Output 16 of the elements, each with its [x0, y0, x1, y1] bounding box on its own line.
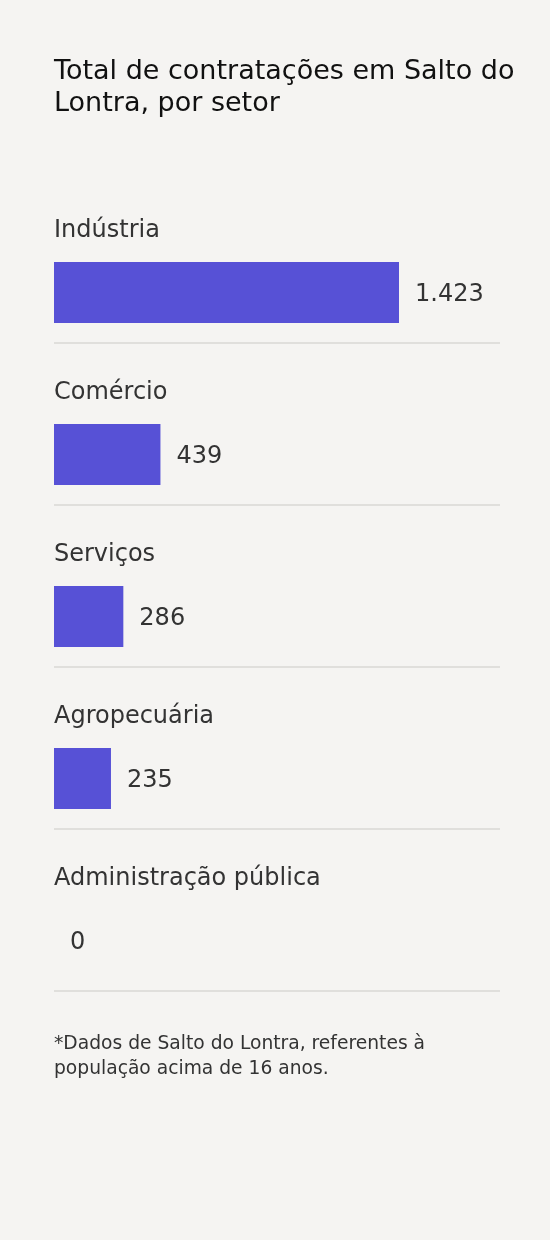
data-label: 439 [176, 440, 223, 469]
bar [54, 586, 124, 647]
data-label: 1.423 [415, 278, 484, 307]
data-label: 235 [126, 764, 173, 793]
bar [54, 424, 161, 485]
y-tick-label: Serviços [54, 539, 156, 567]
y-tick-label: Indústria [54, 215, 160, 243]
data-label: 0 [70, 926, 86, 955]
data-label: 286 [139, 602, 186, 631]
chart-title: Total de contratações em Salto do Lontra, por setor [54, 54, 516, 118]
bar [54, 262, 399, 323]
y-tick-label: Administração pública [54, 863, 321, 891]
text: *Dados de Salto do Lontra, referentes à população acima de 16 anos. [54, 1031, 426, 1080]
y-tick-label: Agropecuária [54, 701, 215, 729]
bar [54, 748, 111, 809]
y-tick-label: Comércio [54, 377, 168, 405]
